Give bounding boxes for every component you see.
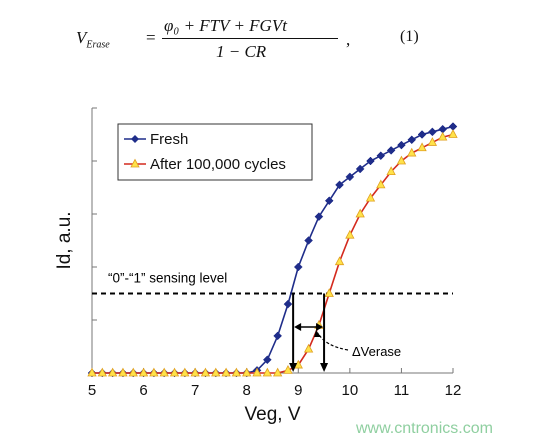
cycled-point (407, 147, 417, 157)
cycled-point (159, 367, 169, 377)
fresh-point (355, 164, 365, 174)
fresh-point (407, 135, 417, 145)
cycled-point (180, 367, 190, 377)
cycled-point (376, 179, 386, 189)
legend-label-0: Fresh (150, 131, 188, 148)
cycled-point (272, 367, 283, 377)
cycled-point (448, 129, 458, 138)
equation-number: (1) (400, 28, 419, 45)
cycled-point (386, 166, 396, 176)
fresh-drop-arrowhead (289, 363, 298, 372)
cycled-point (97, 367, 107, 377)
cycled-point (283, 365, 293, 374)
cycled-point (128, 367, 138, 377)
cycled-point (334, 256, 345, 266)
fresh-point (417, 130, 427, 139)
cycled-point (355, 208, 365, 218)
fraction-bar (162, 38, 338, 39)
legend-label-1: After 100,000 cycles (150, 156, 286, 173)
cycled-point (87, 367, 97, 377)
delta-verase-label: ΔVerase (352, 344, 401, 359)
x-axis-label: Veg, V (245, 404, 301, 425)
x-tick-label: 12 (445, 382, 462, 399)
x-tick-label: 6 (139, 382, 147, 399)
equation-comma: , (346, 30, 351, 49)
x-tick-label: 11 (394, 382, 410, 399)
cycled-point (118, 367, 128, 377)
delta-callout-curve (317, 332, 349, 351)
cycled-point (427, 137, 438, 146)
cycled-point (365, 192, 376, 202)
fresh-point (304, 236, 313, 245)
sensing-level-label: “0”-“1” sensing level (108, 271, 227, 286)
cycled-point (417, 142, 427, 152)
fresh-point (324, 196, 334, 206)
equation-lhs: VErase (76, 28, 110, 51)
y-axis-label: Id, a.u. (54, 211, 75, 269)
equation-numerator: φ₀ + FTV + FGVt (164, 16, 287, 35)
fresh-point (428, 127, 437, 137)
cycled-point (303, 343, 314, 353)
fresh-point (376, 151, 386, 161)
legend-marker-fresh (131, 135, 139, 143)
legend-marker-cycled (130, 158, 140, 168)
x-tick-label: 5 (88, 382, 96, 399)
fresh-point (397, 140, 406, 150)
delta-verase-annotation: ΔVerase (289, 293, 401, 372)
delta-arrowhead-left (294, 323, 302, 331)
cycled-point (221, 367, 231, 377)
fresh-point (283, 299, 293, 309)
cycled-point (149, 367, 159, 377)
cycled-point (169, 367, 180, 377)
fresh-point (273, 331, 283, 341)
cycled-point (200, 367, 211, 377)
equation-equals-sign: = (146, 28, 156, 47)
fresh-point (345, 172, 355, 182)
series-layer (87, 122, 458, 378)
x-tick-label: 7 (191, 382, 199, 399)
fresh-point (293, 262, 303, 272)
cycled-point (345, 229, 355, 239)
cycled-point (211, 367, 221, 377)
fresh-point (335, 180, 344, 190)
cycled-point (107, 367, 118, 377)
cycled-point (190, 367, 200, 377)
cycled-drop-arrowhead (320, 363, 329, 372)
cycled-point (438, 131, 448, 141)
fresh-point (314, 212, 324, 222)
cycled-point (138, 367, 149, 377)
fresh-point (386, 146, 396, 155)
legend-box (117, 123, 313, 181)
fresh-point (262, 355, 272, 365)
x-tick-label: 9 (294, 382, 302, 399)
fresh-point (366, 156, 375, 166)
cycled-point (231, 367, 242, 377)
chart-axes: 5 6 7 8 9 10 11 12 (88, 107, 462, 399)
cycled-point (242, 367, 252, 377)
cycled-point (324, 288, 334, 297)
cycled-point (252, 367, 262, 377)
cycled-point (396, 155, 407, 165)
watermark-text: www.cntronics.com (356, 420, 493, 437)
x-tick-label: 8 (243, 382, 251, 399)
legend: Fresh After 100,000 cycles (117, 123, 313, 181)
delta-arrowhead-right (316, 323, 324, 331)
sensing-level: “0”-“1” sensing level (92, 271, 453, 295)
erase-voltage-equation: VErase = φ₀ + FTV + FGVt 1 − CR , (1) (68, 14, 468, 64)
delta-callout-arrowhead (314, 330, 321, 337)
equation-denominator: 1 − CR (216, 42, 267, 61)
x-tick-label: 10 (342, 382, 359, 399)
cycled-point (262, 367, 273, 377)
